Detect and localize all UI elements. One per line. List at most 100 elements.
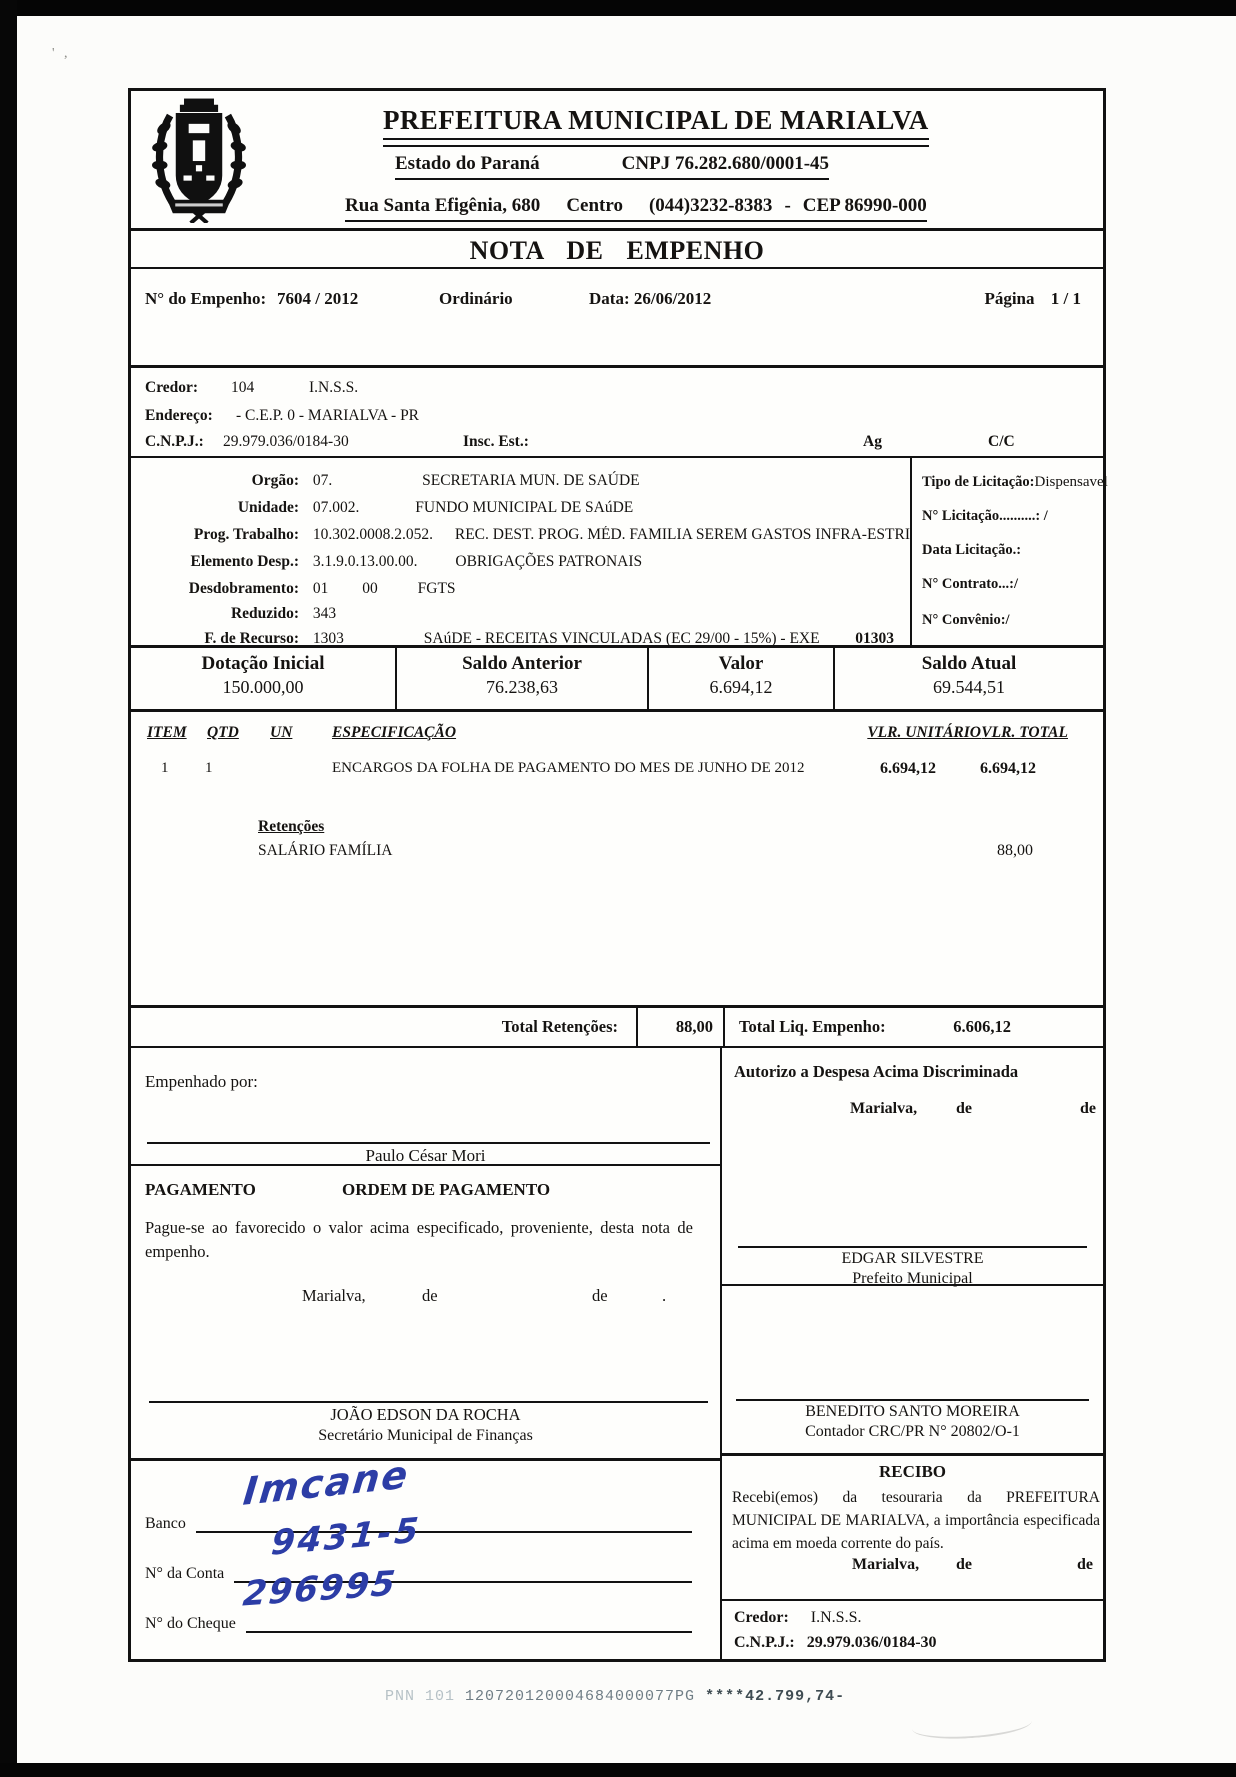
desdobramento-desc: FGTS bbox=[417, 580, 456, 597]
item-especificacao: ENCARGOS DA FOLHA DE PAGAMENTO DO MES DE… bbox=[332, 760, 805, 776]
cnpj-valor: 29.979.036/0184-30 bbox=[806, 1634, 937, 1651]
footer-code-amount: ****42.799,74- bbox=[705, 1688, 846, 1705]
unidade-code: 07.002. bbox=[312, 499, 360, 516]
col-header-qtd: QTD bbox=[207, 724, 239, 741]
elemento-despesa-desc: OBRIGAÇÕES PATRONAIS bbox=[455, 553, 643, 570]
banco-label: Banco bbox=[145, 1515, 186, 1532]
footer-code-faint: PNN 101 bbox=[385, 1688, 466, 1705]
state-label: Estado do Paraná bbox=[395, 153, 540, 174]
conta-label: N° da Conta bbox=[145, 1565, 225, 1582]
cidade-label: Marialva, bbox=[850, 1100, 918, 1117]
fonte-recurso-code: 1303 bbox=[312, 630, 344, 647]
autorizo-title: Autorizo a Despesa Acima Discriminada bbox=[734, 1062, 1019, 1081]
pagamento-title: PAGAMENTO bbox=[145, 1180, 256, 1199]
scan-edge-top bbox=[0, 0, 1236, 16]
cidade-label: Marialva, bbox=[852, 1556, 920, 1573]
signatures-right-column: Autorizo a Despesa Acima Discriminada Ma… bbox=[720, 1048, 1103, 1661]
empenho-number-section: N° do Empenho: 7604 / 2012 Ordinário Dat… bbox=[131, 269, 1103, 368]
licitacao-box: Tipo de Licitação:Dispensavel N° Licitaç… bbox=[910, 458, 1108, 645]
secretario-nome: JOÃO EDSON DA ROCHA bbox=[330, 1405, 521, 1424]
desdobramento-row: Desdobramento: 01 00 FGTS bbox=[131, 580, 910, 598]
handwriting-banco: Imcane bbox=[241, 1451, 412, 1515]
desdobramento-code2: 00 bbox=[362, 580, 378, 597]
total-liquido-cell: Total Liq. Empenho: 6.606,12 bbox=[725, 1008, 1103, 1046]
signature-line bbox=[736, 1399, 1089, 1401]
address-cep: CEP 86990-000 bbox=[802, 195, 927, 216]
credor-nome: I.N.S.S. bbox=[810, 1609, 862, 1626]
form-header: PREFEITURA MUNICIPAL DE MARIALVA Estado … bbox=[131, 91, 1103, 228]
inscricao-estadual-label: Insc. Est.: bbox=[463, 433, 529, 450]
cnpj-value: 29.979.036/0184-30 bbox=[223, 433, 349, 450]
classificacao-section: Orgão: 07. SECRETARIA MUN. DE SAÚDE Unid… bbox=[131, 458, 1108, 648]
signature-line bbox=[147, 1142, 710, 1144]
footer-code-mid: 120720120004684000077PG bbox=[465, 1688, 706, 1705]
conta-fill-line bbox=[234, 1581, 692, 1583]
col-header-item: ITEM bbox=[147, 724, 187, 741]
endereco-label: Endereço: bbox=[145, 407, 213, 424]
de-label: de bbox=[956, 1100, 972, 1117]
totais-row: Total Retenções: 88,00 Total Liq. Empenh… bbox=[131, 1008, 1103, 1048]
saldo-atual-valor: 69.544,51 bbox=[933, 677, 1005, 697]
de-label: de bbox=[1080, 1100, 1096, 1117]
page-indicator: Página 1 / 1 bbox=[984, 289, 1081, 309]
document-title: NOTA DE EMPENHO bbox=[469, 236, 765, 265]
ponto-final: . bbox=[662, 1286, 667, 1305]
tipo-licitacao-valor: Dispensavel bbox=[1034, 474, 1108, 490]
banco-row: Banco bbox=[145, 1511, 692, 1533]
contador-box: BENEDITO SANTO MOREIRA Contador CRC/PR N… bbox=[722, 1286, 1103, 1456]
cheque-label: N° do Cheque bbox=[145, 1615, 236, 1632]
prog-trabalho-code: 10.302.0008.2.052. bbox=[312, 526, 433, 543]
itens-section: ITEM QTD UN ESPECIFICAÇÃO VLR. UNITÁRIO … bbox=[131, 712, 1103, 1008]
elemento-despesa-code: 3.1.9.0.13.00.00. bbox=[312, 553, 418, 570]
credor-section: Credor: 104 I.N.S.S. Endereço: - C.E.P. … bbox=[131, 368, 1103, 458]
fonte-recurso-code2: 01303 bbox=[855, 630, 894, 647]
address-phone: (044)3232-8383 bbox=[648, 195, 773, 216]
ordem-pagamento-title: ORDEM DE PAGAMENTO bbox=[342, 1180, 551, 1199]
scan-artifact: ' , bbox=[52, 46, 71, 61]
signature-line bbox=[149, 1401, 708, 1403]
empenho-number-value: 7604 / 2012 bbox=[277, 289, 359, 308]
retencao-valor: 88,00 bbox=[997, 842, 1033, 859]
orgao-label: Orgão: bbox=[251, 472, 299, 489]
secretario-cargo: Secretário Municipal de Finanças bbox=[318, 1427, 533, 1444]
unidade-row: Unidade: 07.002. FUNDO MUNICIPAL DE SAúD… bbox=[131, 499, 910, 517]
saldo-atual-header: Saldo Atual bbox=[921, 653, 1017, 674]
saldo-anterior-header: Saldo Anterior bbox=[462, 653, 582, 674]
col-header-vlr-unitario: VLR. UNITÁRIO bbox=[867, 724, 981, 741]
signatures-left-column: Empenhado por: Paulo César Mori PAGAMENT… bbox=[131, 1048, 720, 1661]
empenhado-por-nome: Paulo César Mori bbox=[365, 1146, 486, 1165]
entity-address-row: Rua Santa Efigênia, 680 Centro (044)3232… bbox=[345, 195, 927, 222]
address-street: Rua Santa Efigênia, 680 bbox=[345, 195, 541, 216]
prog-trabalho-row: Prog. Trabalho: 10.302.0008.2.052. REC. … bbox=[131, 526, 910, 544]
empenhado-por-box: Empenhado por: Paulo César Mori bbox=[131, 1048, 720, 1166]
credor-code: 104 bbox=[231, 379, 255, 396]
saldo-anterior-cell: Saldo Anterior 76.238,63 bbox=[395, 648, 647, 709]
total-retencoes-valor: 88,00 bbox=[638, 1008, 725, 1046]
total-retencoes-label: Total Retenções: bbox=[131, 1008, 638, 1046]
scan-smudge bbox=[911, 1707, 1033, 1743]
dotacao-inicial-valor: 150.000,00 bbox=[222, 677, 304, 697]
classificacao-left: Orgão: 07. SECRETARIA MUN. DE SAÚDE Unid… bbox=[131, 458, 910, 647]
desdobramento-label: Desdobramento: bbox=[188, 580, 299, 597]
pagamento-texto: Pague-se ao favorecido o valor acima esp… bbox=[145, 1218, 693, 1261]
reduzido-label: Reduzido: bbox=[230, 605, 299, 622]
saldo-atual-cell: Saldo Atual 69.544,51 bbox=[833, 648, 1103, 709]
credor-resumo-box: Credor: I.N.S.S. C.N.P.J.: 29.979.036/01… bbox=[722, 1601, 1103, 1661]
scan-edge-left bbox=[0, 0, 17, 1777]
signatures-section: Empenhado por: Paulo César Mori PAGAMENT… bbox=[131, 1048, 1103, 1661]
prefeito-nome: EDGAR SILVESTRE bbox=[841, 1250, 984, 1267]
cnpj-label: C.N.P.J.: bbox=[734, 1634, 795, 1651]
item-vlr-total: 6.694,12 bbox=[980, 760, 1036, 777]
credor-label: Credor: bbox=[734, 1609, 789, 1626]
dot-matrix-footer: PNN 101 120720120004684000077PG ****42.7… bbox=[385, 1688, 845, 1705]
unidade-label: Unidade: bbox=[237, 499, 299, 516]
col-header-vlr-total: VLR. TOTAL bbox=[981, 724, 1068, 741]
tipo-licitacao-row: Tipo de Licitação:Dispensavel bbox=[922, 474, 1108, 491]
empenhado-por-label: Empenhado por: bbox=[145, 1072, 258, 1091]
de-label: de bbox=[956, 1556, 972, 1573]
prog-trabalho-desc: REC. DEST. PROG. MÉD. FAMILIA SEREM GAST… bbox=[454, 526, 910, 543]
reduzido-value: 343 bbox=[312, 605, 337, 622]
credor-name: I.N.S.S. bbox=[309, 379, 359, 396]
nota-de-empenho-form: PREFEITURA MUNICIPAL DE MARIALVA Estado … bbox=[128, 88, 1108, 1662]
orgao-code: 07. bbox=[312, 472, 333, 489]
